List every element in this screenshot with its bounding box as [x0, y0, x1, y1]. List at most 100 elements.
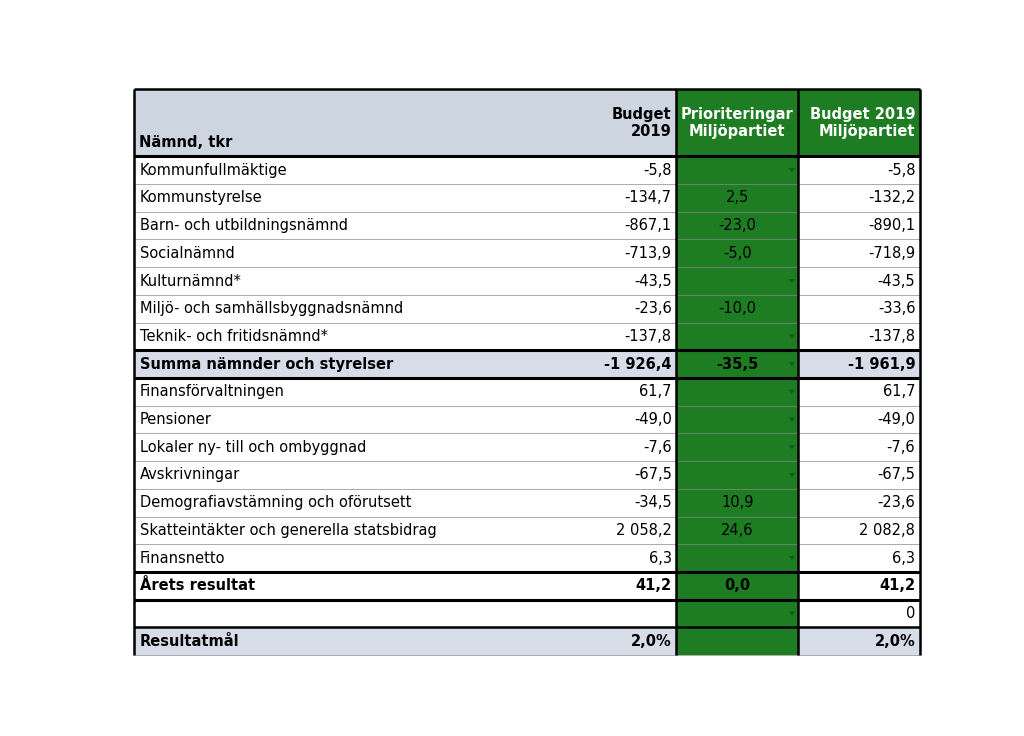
Text: Budget 2019
Miljöpartiet: Budget 2019 Miljöpartiet [810, 107, 915, 139]
Bar [677, 406, 799, 434]
Bar [799, 212, 920, 239]
Text: 61,7: 61,7 [639, 384, 672, 400]
Bar [570, 434, 677, 461]
Text: 10,9: 10,9 [721, 495, 754, 510]
Polygon shape [788, 473, 796, 477]
Bar [677, 517, 799, 544]
Bar [570, 378, 677, 406]
Text: -43,5: -43,5 [878, 274, 915, 289]
Text: Budget
2019: Budget 2019 [612, 107, 672, 139]
Text: 41,2: 41,2 [880, 578, 915, 593]
Text: -67,5: -67,5 [634, 467, 672, 483]
Bar [570, 461, 677, 489]
Bar [570, 156, 677, 184]
Bar [799, 544, 920, 572]
Bar [677, 461, 799, 489]
Bar [134, 184, 570, 212]
Text: 6,3: 6,3 [892, 551, 915, 565]
Bar [134, 517, 570, 544]
Bar [134, 461, 570, 489]
Bar [134, 350, 570, 378]
Bar [677, 350, 799, 378]
Text: -718,9: -718,9 [868, 246, 915, 261]
Text: 6,3: 6,3 [648, 551, 672, 565]
Bar [570, 406, 677, 434]
Text: -23,6: -23,6 [634, 301, 672, 316]
Text: -23,6: -23,6 [878, 495, 915, 510]
Bar [799, 90, 920, 156]
Polygon shape [788, 417, 796, 422]
Bar [799, 239, 920, 267]
Text: Summa nämnder och styrelser: Summa nämnder och styrelser [140, 357, 393, 372]
Text: -5,0: -5,0 [723, 246, 752, 261]
Bar [677, 434, 799, 461]
Text: -49,0: -49,0 [878, 412, 915, 427]
Bar [677, 90, 799, 156]
Text: 2,5: 2,5 [726, 191, 749, 205]
Bar [799, 156, 920, 184]
Text: -890,1: -890,1 [868, 218, 915, 233]
Bar [799, 267, 920, 295]
Text: Avskrivningar: Avskrivningar [140, 467, 241, 483]
Bar [677, 239, 799, 267]
Bar [134, 600, 570, 627]
Text: Nämnd, tkr: Nämnd, tkr [139, 135, 232, 149]
Bar [677, 184, 799, 212]
Bar [570, 212, 677, 239]
Bar [570, 239, 677, 267]
Text: Socialnämnd: Socialnämnd [140, 246, 234, 261]
Bar [570, 322, 677, 350]
Bar [799, 378, 920, 406]
Polygon shape [788, 612, 796, 615]
Text: Miljö- och samhällsbyggnadsnämnd: Miljö- och samhällsbyggnadsnämnd [140, 301, 403, 316]
Text: -7,6: -7,6 [887, 439, 915, 455]
Text: 0,0: 0,0 [724, 578, 751, 593]
Bar [134, 572, 570, 600]
Bar [134, 406, 570, 434]
Bar [799, 489, 920, 517]
Bar [570, 600, 677, 627]
Text: Kommunstyrelse: Kommunstyrelse [140, 191, 262, 205]
Polygon shape [788, 279, 796, 283]
Bar [570, 295, 677, 322]
Text: Kulturnämnd*: Kulturnämnd* [140, 274, 242, 289]
Text: Barn- och utbildningsnämnd: Barn- och utbildningsnämnd [140, 218, 348, 233]
Bar [134, 267, 570, 295]
Bar [134, 544, 570, 572]
Text: Årets resultat: Årets resultat [140, 578, 255, 593]
Text: -5,8: -5,8 [887, 163, 915, 177]
Text: -10,0: -10,0 [719, 301, 757, 316]
Text: Demografiavstämning och oförutsett: Demografiavstämning och oförutsett [140, 495, 412, 510]
Text: Resultatmål: Resultatmål [140, 634, 240, 648]
Text: -67,5: -67,5 [878, 467, 915, 483]
Bar [799, 322, 920, 350]
Bar [677, 544, 799, 572]
Bar [570, 489, 677, 517]
Bar [134, 434, 570, 461]
Bar [677, 600, 799, 627]
Bar [677, 156, 799, 184]
Text: 24,6: 24,6 [721, 523, 754, 538]
Bar [677, 627, 799, 655]
Bar [677, 322, 799, 350]
Text: -49,0: -49,0 [634, 412, 672, 427]
Text: Teknik- och fritidsnämnd*: Teknik- och fritidsnämnd* [140, 329, 328, 344]
Text: 2 058,2: 2 058,2 [615, 523, 672, 538]
Bar [134, 239, 570, 267]
Text: Kommunfullmäktige: Kommunfullmäktige [140, 163, 288, 177]
Text: Lokaler ny- till och ombyggnad: Lokaler ny- till och ombyggnad [140, 439, 367, 455]
Text: 41,2: 41,2 [636, 578, 672, 593]
Bar [134, 627, 570, 655]
Text: -867,1: -867,1 [625, 218, 672, 233]
Text: -33,6: -33,6 [878, 301, 915, 316]
Text: -35,5: -35,5 [716, 357, 759, 372]
Bar [570, 544, 677, 572]
Bar [570, 184, 677, 212]
Bar [134, 156, 570, 184]
Bar [134, 378, 570, 406]
Text: -713,9: -713,9 [625, 246, 672, 261]
Bar [677, 378, 799, 406]
Text: Finansförvaltningen: Finansförvaltningen [140, 384, 285, 400]
Text: -7,6: -7,6 [643, 439, 672, 455]
Bar [799, 517, 920, 544]
